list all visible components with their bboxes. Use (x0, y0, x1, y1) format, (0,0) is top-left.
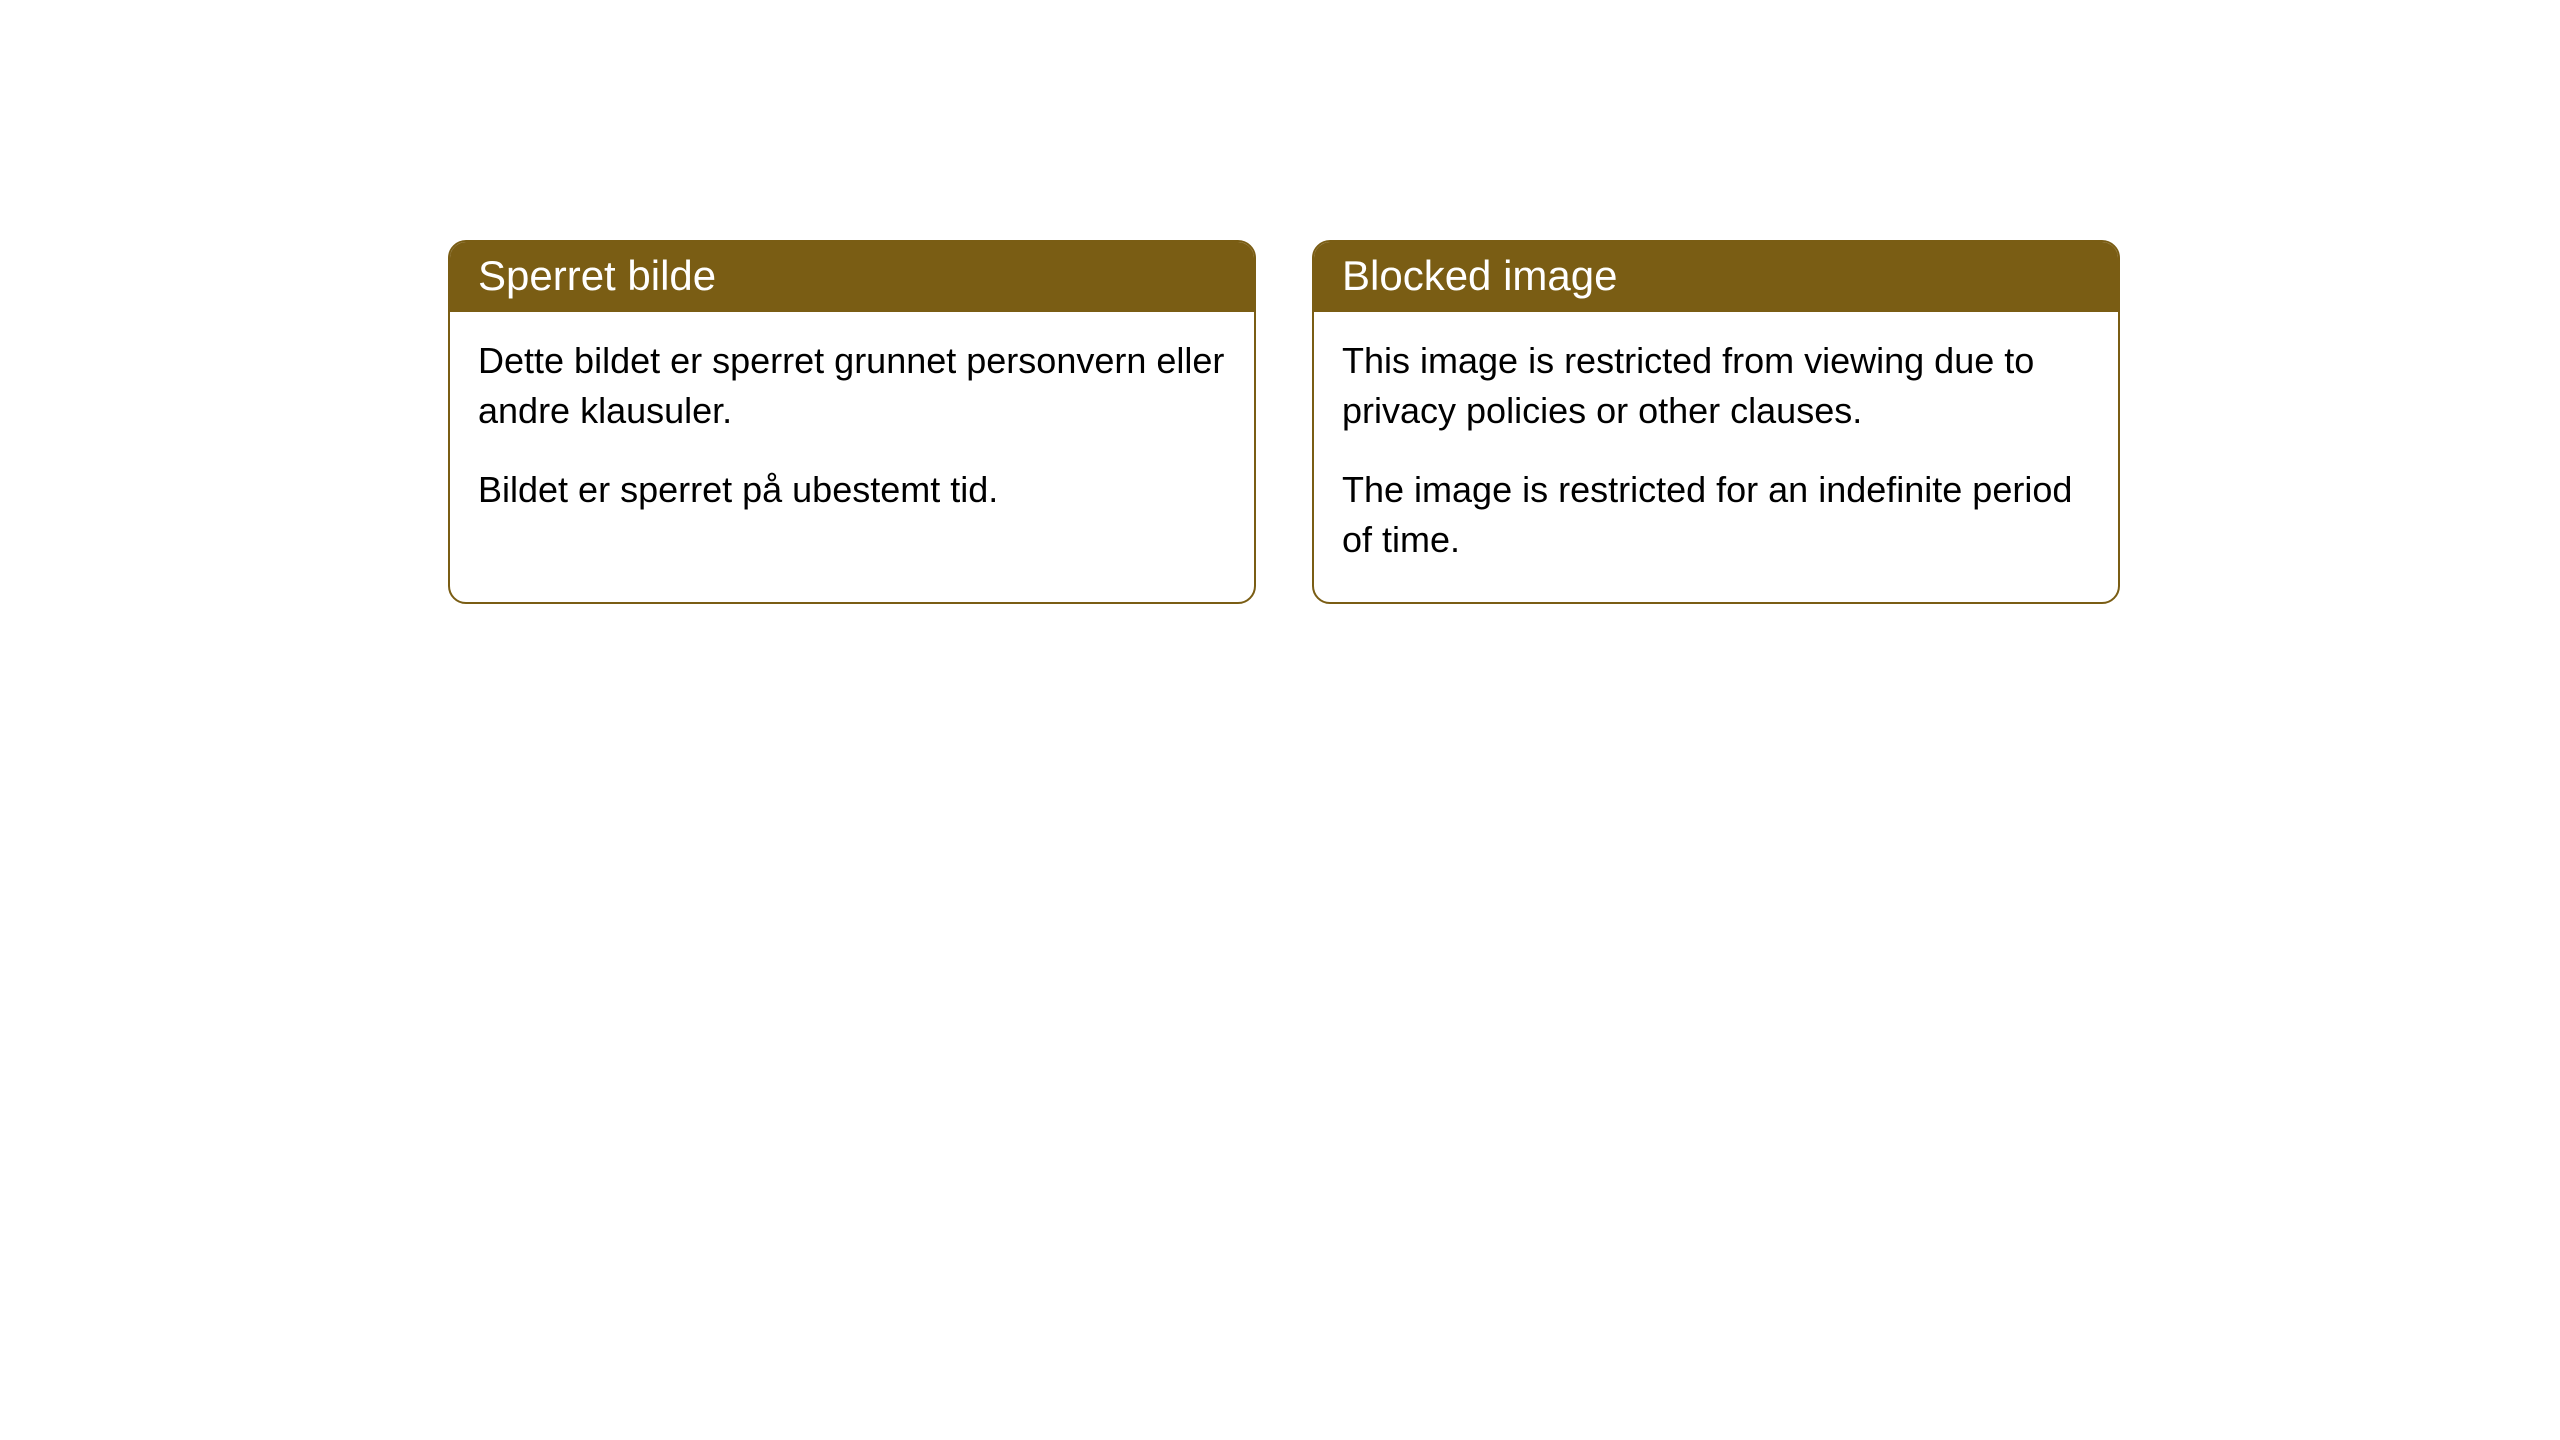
notice-card-norwegian: Sperret bilde Dette bildet er sperret gr… (448, 240, 1256, 604)
card-body: This image is restricted from viewing du… (1314, 312, 2118, 602)
card-title: Blocked image (1342, 252, 1617, 299)
notice-cards-container: Sperret bilde Dette bildet er sperret gr… (448, 240, 2120, 604)
card-title: Sperret bilde (478, 252, 716, 299)
card-paragraph: This image is restricted from viewing du… (1342, 336, 2090, 437)
card-header: Blocked image (1314, 242, 2118, 312)
card-paragraph: Bildet er sperret på ubestemt tid. (478, 465, 1226, 515)
card-paragraph: Dette bildet er sperret grunnet personve… (478, 336, 1226, 437)
card-body: Dette bildet er sperret grunnet personve… (450, 312, 1254, 551)
notice-card-english: Blocked image This image is restricted f… (1312, 240, 2120, 604)
card-header: Sperret bilde (450, 242, 1254, 312)
card-paragraph: The image is restricted for an indefinit… (1342, 465, 2090, 566)
